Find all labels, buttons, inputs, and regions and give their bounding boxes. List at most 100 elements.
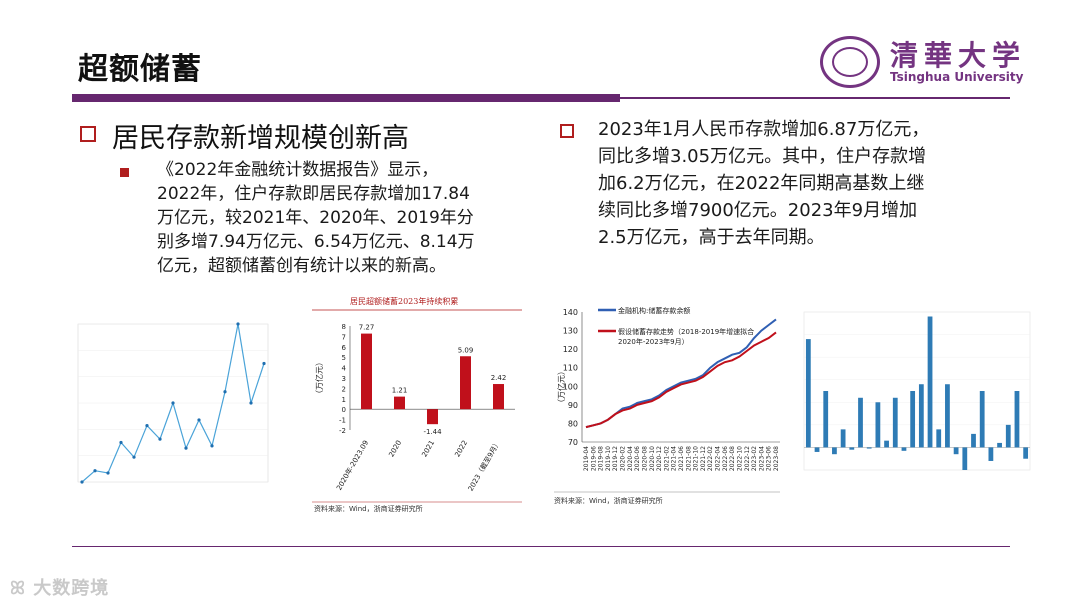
watermark-logo-icon: ꕤ [10,578,34,599]
x-tick-label: 2021-12 [700,446,707,471]
bar [840,429,846,448]
x-tick-label: 2023（截至9月） [466,439,502,493]
x-tick-label: 2021-08 [685,446,692,471]
x-tick-label: 2021 [420,439,436,458]
data-point [145,423,149,428]
x-tick-label: 2020-12 [656,446,663,471]
x-tick-label: 2023-08 [773,446,780,471]
x-tick-label: 2019-10 [605,446,612,471]
bar [910,391,916,448]
x-tick-label: 2021-02 [663,446,670,471]
tsinghua-logo: 清華大学 Tsinghua University [820,34,1024,90]
x-tick-label: 2019-04 [583,446,590,471]
x-tick-label: 2020-08 [641,446,648,471]
y-tick-label: 80 [568,419,578,428]
bar [361,333,372,410]
data-point [80,480,84,484]
left-bullet-text: 《2022年金融统计数据报告》显示， 2022年，住户存款即居民存款增加17.8… [157,158,557,278]
value-label: 7.27 [359,324,375,332]
chart-3-svg: 140 130 120 110 100 90 80 70 （万亿元） 2019-04 2019-06… [554,306,780,505]
series-line [585,331,777,429]
data-point [262,361,266,366]
bar [945,384,950,448]
section-checkbox-icon [80,126,96,142]
watermark: ꕤ 大数跨境 [10,574,109,600]
x-tick-label: 2023-06 [766,446,773,471]
x-tick-label: 2020-10 [649,446,656,471]
y-tick-label: 90 [568,401,578,410]
right-paragraph-line: 同比多增3.05万亿元。其中，住户存款增 [598,146,927,167]
bar [814,447,820,452]
bar [858,397,863,448]
bar [962,447,968,470]
bar [979,391,985,448]
y-tick-label: -2 [339,427,346,435]
data-point [171,401,175,405]
source-text: 资料来源：Wind，浙商证券研究所 [554,496,663,505]
left-bullet-line: 亿元，超额储蓄创有统计以来的新高。 [157,256,446,276]
bar [805,339,811,448]
data-point [106,471,110,475]
right-paragraph-line: 2.5万亿元，高于去年同期。 [598,227,825,248]
y-axis-label: （万亿元） [556,367,566,407]
data-point [158,437,162,441]
bar [832,447,837,455]
x-tick-label: 2019-06 [590,446,597,471]
y-tick-label: 1 [342,396,346,404]
y-tick-label: 100 [563,382,578,391]
logo-chinese-name: 清華大学 [890,39,1027,72]
bar [1023,447,1029,459]
slide-title: 超额储蓄 [78,52,202,87]
bar [997,442,1002,448]
header-divider-thin [620,97,1010,99]
source-text: 资料来源：Wind，浙商证券研究所 [314,504,423,513]
x-tick-label: 2022-06 [722,446,729,471]
right-paragraph-line: 续同比多增7900亿元。2023年9月增加 [598,200,918,221]
right-paragraph-line: 2023年1月人民币存款增加6.87万亿元， [598,119,930,140]
x-tick-label: 2021-04 [671,446,678,471]
chart-1-svg [77,322,269,484]
footer-divider [72,546,1010,547]
x-tick-label: 2020-04 [627,446,634,471]
y-tick-label: 5 [342,354,346,362]
left-bullet-line: 万亿元，较2021年、2020年、2019年分 [157,208,474,228]
value-label: 1.21 [392,387,408,395]
data-point [197,418,201,422]
data-point [184,446,188,450]
x-tick-label: 2020-06 [634,446,641,471]
y-tick-label: 110 [563,364,578,373]
chart-4-svg [803,311,1031,471]
bar [988,447,994,461]
watermark-text: 大数跨境 [33,578,110,599]
y-axis-label: （万亿元） [314,358,324,398]
plot-frame [803,311,1031,471]
left-bullet-line: 《2022年金融统计数据报告》显示， [157,160,439,180]
chart-title: 居民超额储蓄2023年持续积累 [350,296,458,306]
right-paragraph: 2023年1月人民币存款增加6.87万亿元， 同比多增3.05万亿元。其中，住户… [598,116,1018,251]
data-point [93,469,97,473]
data-point [210,444,214,448]
chart-monthly-deposits [790,298,1052,508]
x-tick-label: 2020 [387,439,403,458]
bar [884,440,889,448]
chart-household-deposits [56,314,296,504]
y-tick-label: 8 [342,323,346,331]
bullet-square-icon [120,168,129,177]
chart-2-svg: 居民超额储蓄2023年持续积累 8 7 6 5 4 3 2 1 0 -1 -2 （万亿元） 7.27 202… [312,296,522,513]
logo-english-name: Tsinghua University [890,70,1024,84]
y-tick-label: -1 [339,417,346,425]
bar [918,384,924,448]
value-label: 2.42 [491,374,507,382]
x-tick-label: 2022-10 [736,446,743,471]
data-point [132,455,136,459]
data-point [119,440,123,445]
x-tick-label: 2020-02 [620,446,627,471]
header-divider-thick [72,94,620,102]
bar [394,396,405,410]
x-tick-label: 2019-08 [598,446,605,471]
x-tick-label: 2022-02 [707,446,714,471]
data-point [236,322,240,326]
y-tick-label: 70 [568,438,578,447]
y-tick-label: 2 [342,385,346,393]
bar [427,409,438,425]
